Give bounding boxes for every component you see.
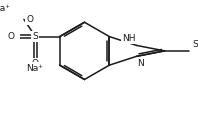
Text: O: O xyxy=(26,15,33,24)
Text: O: O xyxy=(7,32,14,41)
Text: S: S xyxy=(32,32,38,41)
Text: N: N xyxy=(138,59,144,68)
Text: NH: NH xyxy=(122,34,135,43)
Text: Na⁺: Na⁺ xyxy=(0,4,10,13)
Text: O: O xyxy=(32,59,39,68)
Text: S⁻: S⁻ xyxy=(192,40,198,49)
Text: Na⁺: Na⁺ xyxy=(26,64,43,72)
